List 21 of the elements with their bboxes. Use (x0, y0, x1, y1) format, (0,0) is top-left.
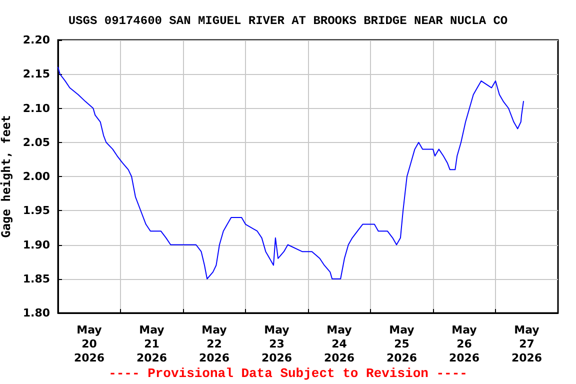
x-tick-label: May 24 2026 (324, 324, 355, 364)
x-tick-label: May 22 2026 (198, 324, 230, 364)
x-tick-label: May 21 2026 (136, 324, 168, 364)
y-tick-label: 2.10 (22, 102, 50, 115)
y-axis-title: Gage height, feet (0, 115, 13, 238)
y-tick-label: 1.80 (22, 306, 50, 320)
y-tick-label: 2.05 (22, 136, 50, 149)
y-tick-label: 1.90 (22, 238, 50, 252)
x-tick-label: May 23 2026 (261, 324, 292, 364)
y-tick-label: 2.20 (22, 34, 50, 46)
x-tick-label: May 26 2026 (448, 324, 480, 364)
chart-title: USGS 09174600 SAN MIGUEL RIVER AT BROOKS BRIDGE NEAR NUCLA CO (68, 14, 508, 28)
x-tick-label: May 25 2026 (386, 324, 418, 364)
x-tick-label: May 27 2026 (511, 324, 542, 364)
y-tick-label: 1.95 (22, 204, 50, 218)
y-tick-label: 2.15 (22, 68, 50, 81)
line-series (58, 66, 524, 280)
y-tick-label: 2.00 (22, 170, 50, 183)
y-tick-label: 1.85 (22, 272, 50, 286)
text: ---- Provisional Data Subject to Revision ---- (108, 366, 468, 381)
x-tick-label: May 20 2026 (74, 324, 105, 364)
